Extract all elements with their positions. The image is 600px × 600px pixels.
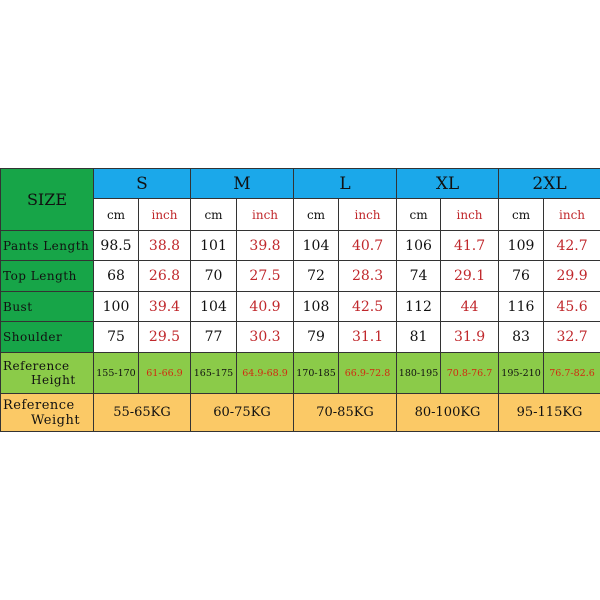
cm-value: 68	[93, 260, 139, 292]
inch-value: 44	[440, 291, 500, 322]
row-label: Bust	[0, 291, 94, 322]
row-label: Reference Weight	[0, 393, 94, 432]
height-cm: 165-175	[190, 352, 237, 394]
height-inch: 70.8-76.7	[440, 352, 500, 394]
unit-inch: inch	[338, 198, 398, 231]
inch-value: 29.5	[138, 321, 191, 353]
inch-value: 30.3	[235, 321, 295, 353]
weight-value: 80-100KG	[396, 393, 500, 432]
height-cm: 155-170	[93, 352, 139, 394]
cm-value: 109	[498, 230, 545, 261]
size-xl: XL	[396, 168, 500, 199]
reference-weight-row: Reference Weight 55-65KG 60-75KG 70-85KG 80-1…	[0, 393, 600, 432]
table-row: Shoulder 75 29.5 77 30.3 79 31.1 81 31.9 83 32.7	[0, 321, 600, 353]
inch-value: 42.7	[543, 230, 600, 261]
height-inch: 76.7-82.6	[543, 352, 600, 394]
size-2xl: 2XL	[498, 168, 600, 199]
weight-value: 60-75KG	[189, 393, 295, 432]
weight-value: 70-85KG	[293, 393, 398, 432]
cm-value: 72	[293, 260, 340, 292]
unit-cm: cm	[93, 198, 139, 231]
unit-cm: cm	[396, 198, 442, 231]
inch-value: 31.1	[338, 321, 398, 353]
table-row: Pants Length 98.5 38.8 101 39.8 104 40.7 106 41.…	[0, 230, 600, 261]
label-line: Height	[31, 373, 76, 387]
reference-height-row: Reference Height 155-170 61-66.9 165-175 64.9…	[0, 352, 600, 394]
cm-value: 108	[293, 291, 340, 322]
inch-value: 38.8	[138, 230, 191, 261]
row-label: Shoulder	[0, 321, 94, 353]
unit-cm: cm	[498, 198, 545, 231]
unit-cm: cm	[293, 198, 340, 231]
cm-value: 106	[396, 230, 442, 261]
inch-value: 29.9	[543, 260, 600, 292]
inch-value: 40.9	[235, 291, 295, 322]
unit-inch: inch	[235, 198, 295, 231]
size-chart-table: SIZE S M L XL 2XL cm inch cm inch cm inch cm in…	[0, 168, 600, 432]
cm-value: 100	[93, 291, 139, 322]
cm-value: 81	[396, 321, 442, 353]
inch-value: 42.5	[338, 291, 398, 322]
unit-inch: inch	[543, 198, 600, 231]
label-line: Weight	[31, 412, 81, 428]
table-row: Bust 100 39.4 104 40.9 108 42.5 112 44 116 45.6	[0, 291, 600, 322]
inch-value: 41.7	[440, 230, 500, 261]
inch-value: 32.7	[543, 321, 600, 353]
label-line: Reference	[3, 359, 70, 373]
cm-value: 83	[498, 321, 545, 353]
unit-inch: inch	[440, 198, 500, 231]
inch-value: 26.8	[138, 260, 191, 292]
weight-value: 55-65KG	[93, 393, 191, 432]
inch-value: 45.6	[543, 291, 600, 322]
cm-value: 116	[498, 291, 545, 322]
cm-value: 75	[93, 321, 139, 353]
row-label: Pants Length	[0, 230, 94, 261]
table-row: Top Length 68 26.8 70 27.5 72 28.3 74 29.1 76 29.9	[0, 260, 600, 292]
height-inch: 64.9-68.9	[235, 352, 295, 394]
cm-value: 101	[190, 230, 237, 261]
inch-value: 39.8	[235, 230, 295, 261]
cm-value: 79	[293, 321, 340, 353]
height-cm: 195-210	[498, 352, 545, 394]
height-cm: 170-185	[293, 352, 340, 394]
row-label: Reference Height	[0, 352, 94, 394]
label-line: Reference	[3, 397, 75, 413]
height-cm: 180-195	[396, 352, 442, 394]
cm-value: 104	[293, 230, 340, 261]
inch-value: 39.4	[138, 291, 191, 322]
inch-value: 40.7	[338, 230, 398, 261]
row-label: Top Length	[0, 260, 94, 292]
cm-value: 77	[190, 321, 237, 353]
size-l: L	[293, 168, 398, 199]
cm-value: 76	[498, 260, 545, 292]
cm-value: 98.5	[93, 230, 139, 261]
size-s: S	[93, 168, 191, 199]
height-inch: 61-66.9	[138, 352, 191, 394]
inch-value: 31.9	[440, 321, 500, 353]
size-m: M	[189, 168, 295, 199]
inch-value: 27.5	[235, 260, 295, 292]
inch-value: 29.1	[440, 260, 500, 292]
cm-value: 70	[190, 260, 237, 292]
cm-value: 112	[396, 291, 442, 322]
cm-value: 104	[190, 291, 237, 322]
height-inch: 66.9-72.8	[338, 352, 398, 394]
weight-value: 95-115KG	[498, 393, 600, 432]
inch-value: 28.3	[338, 260, 398, 292]
unit-cm: cm	[190, 198, 237, 231]
size-header: SIZE	[0, 168, 94, 231]
unit-inch: inch	[138, 198, 191, 231]
cm-value: 74	[396, 260, 442, 292]
